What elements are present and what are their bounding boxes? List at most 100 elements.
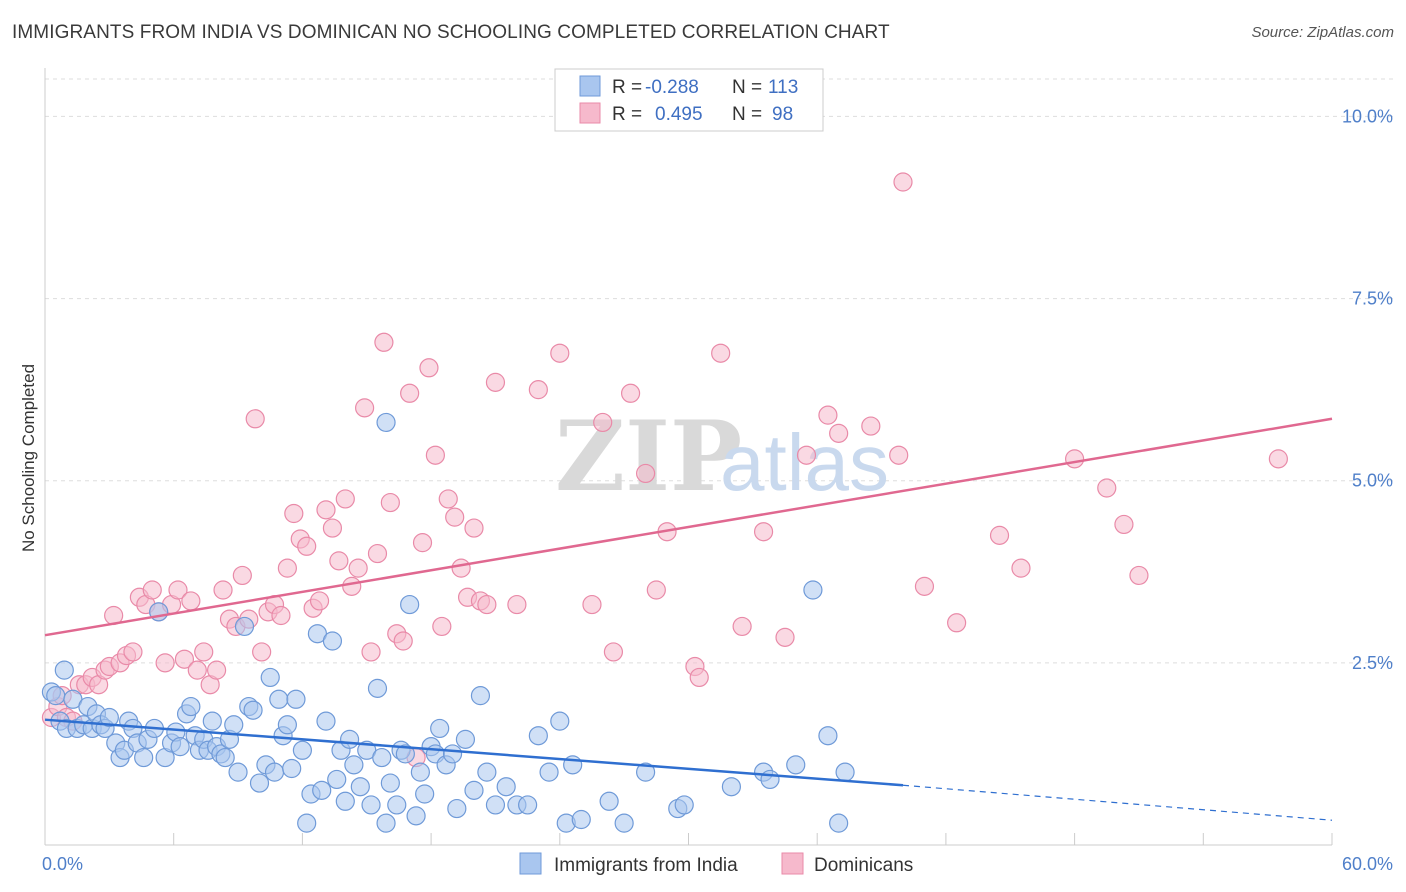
dominican-point (989, 525, 1010, 545)
india-point (447, 798, 467, 819)
india-point (400, 594, 420, 615)
legend-n-label-blue: N = (732, 77, 762, 98)
india-point (202, 711, 222, 731)
india-point (614, 813, 634, 833)
watermark-zip: ZIP (555, 400, 742, 513)
india-point (395, 744, 415, 764)
bottom-legend: Immigrants from India Dominicans (519, 852, 913, 876)
india-point (470, 686, 491, 706)
dominican-point (232, 565, 252, 586)
legend-n-label-pink: N = (732, 104, 762, 125)
india-point (269, 689, 289, 709)
dominican-trend-line (44, 417, 1333, 637)
legend-n-value-blue: 113 (768, 77, 798, 98)
india-trend-line (44, 718, 904, 787)
y-tick-label: 10.0% (1342, 106, 1393, 126)
india-point (835, 762, 855, 782)
india-point (387, 795, 407, 815)
india-point (599, 791, 619, 811)
india-point (339, 729, 360, 749)
india-point (99, 707, 119, 728)
dominican-point (646, 580, 666, 600)
dominican-point (181, 591, 201, 611)
india-point (571, 809, 591, 830)
dominican-point (252, 642, 272, 662)
dominican-point (893, 172, 913, 192)
x-tick-label: 0.0% (42, 854, 83, 874)
dominican-point (297, 536, 317, 556)
dominican-point (419, 358, 439, 378)
india-point (312, 780, 332, 800)
india-point (277, 715, 297, 735)
dominican-point (635, 463, 656, 484)
dominican-point (620, 383, 641, 403)
india-point (406, 806, 426, 826)
india-point (327, 769, 347, 790)
dominican-point (775, 627, 795, 647)
dominican-point (168, 580, 188, 600)
india-point (249, 773, 270, 793)
dominican-point (477, 594, 497, 615)
dominican-point (329, 551, 349, 571)
dominican-point (174, 649, 195, 669)
india-point (829, 813, 849, 833)
india-point (243, 700, 263, 720)
india-point (376, 813, 396, 833)
bottom-legend-label-india: Immigrants from India (554, 855, 738, 876)
dominican-point (689, 667, 709, 688)
dominican-point (277, 558, 297, 578)
india-point (228, 762, 248, 782)
dominican-point (412, 533, 433, 553)
india-point (635, 762, 656, 782)
dominican-point (1268, 449, 1288, 469)
dominican-point (818, 405, 838, 425)
dominican-point (142, 580, 162, 600)
india-point (350, 777, 370, 797)
india-point (322, 631, 343, 651)
dominican-point (507, 594, 527, 615)
dominican-point (914, 576, 935, 596)
india-point (786, 755, 806, 775)
india-point (550, 711, 570, 731)
dominican-point (464, 518, 484, 538)
india-point (54, 660, 74, 680)
india-point (260, 667, 280, 688)
india-point (181, 696, 201, 717)
dominican-point (829, 423, 849, 443)
dominican-point (361, 642, 381, 662)
india-point (46, 686, 66, 706)
dominican-point (123, 642, 143, 662)
india-point (477, 762, 497, 782)
points-layer (41, 172, 1288, 833)
india-point (372, 747, 392, 768)
india-point (367, 678, 388, 698)
dominican-point (335, 489, 355, 509)
dominican-point (342, 576, 362, 596)
dominican-point (284, 503, 304, 524)
dominican-point (425, 445, 445, 465)
dominican-point (732, 616, 752, 637)
india-point (286, 689, 306, 709)
dominican-point (889, 445, 909, 465)
dominican-point (355, 398, 375, 418)
india-point (455, 729, 476, 749)
india-trend-extension (902, 784, 1333, 821)
india-point (518, 795, 538, 815)
india-point (215, 747, 235, 768)
india-point (721, 777, 742, 797)
legend-r-label-blue: R = (612, 77, 642, 98)
india-point (170, 737, 190, 757)
legend: R = -0.288 N = 113 R = 0.495 N = 98 (554, 68, 824, 132)
dominican-point (367, 543, 388, 564)
india-point (539, 762, 559, 782)
dominican-point (593, 412, 613, 433)
dominican-point (582, 594, 602, 615)
trend-layer (44, 417, 1333, 821)
dominican-point (711, 343, 731, 363)
bottom-legend-swatch-dominicans (781, 852, 804, 875)
india-point (380, 773, 400, 793)
bottom-legend-swatch-india (519, 852, 542, 875)
x-tick-label: 60.0% (1342, 854, 1393, 874)
dominican-point (451, 558, 471, 578)
legend-n-value-pink: 98 (772, 104, 793, 125)
